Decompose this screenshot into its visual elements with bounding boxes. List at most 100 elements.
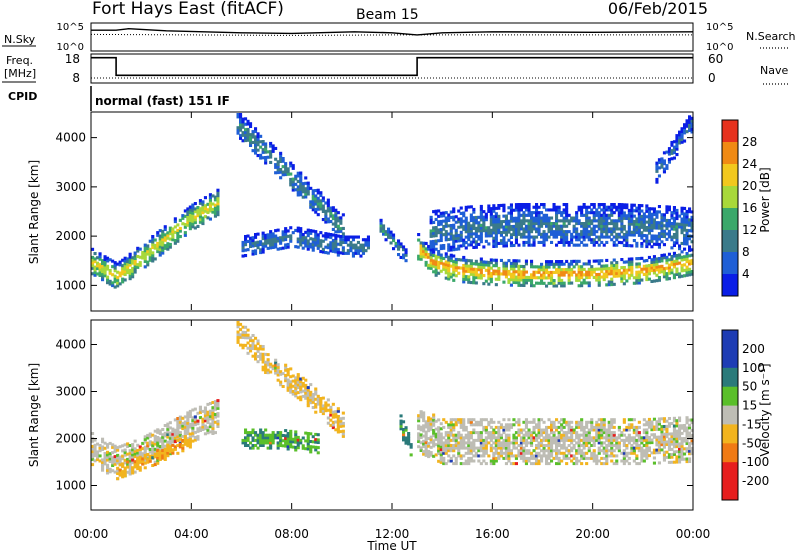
power-cell-1067 bbox=[487, 269, 491, 273]
velocity-cell-1921 bbox=[632, 441, 636, 445]
power-cell-1211 bbox=[547, 273, 551, 277]
power-cell-2368 bbox=[625, 244, 629, 248]
velocity-cell-946 bbox=[417, 424, 421, 428]
velocity-cell-1594 bbox=[560, 451, 564, 455]
power-cell-901 bbox=[422, 255, 426, 259]
power-cell-1984 bbox=[530, 213, 534, 217]
velocity-cell-851 bbox=[284, 436, 288, 440]
velocity-cell-89 bbox=[118, 458, 122, 462]
power-cell-2128 bbox=[565, 208, 569, 212]
power-cell-2270 bbox=[602, 230, 606, 234]
power-cell-2597 bbox=[680, 220, 684, 224]
velocity-cell-2056 bbox=[665, 455, 669, 459]
velocity-cell-1083 bbox=[447, 436, 451, 440]
velocity-cell-290 bbox=[181, 416, 185, 420]
power-cell-1712 bbox=[467, 232, 471, 236]
power-cell-2325 bbox=[615, 235, 619, 239]
velocity-cell-2155 bbox=[685, 447, 689, 451]
power-cell-1057 bbox=[482, 263, 486, 267]
power-cell-957 bbox=[444, 268, 448, 272]
power-cell-2224 bbox=[592, 240, 596, 244]
power-cell-1041 bbox=[477, 276, 481, 280]
power-cell-1125 bbox=[512, 267, 516, 271]
power-cell-2710 bbox=[688, 128, 692, 132]
velocity-cell-640 bbox=[294, 394, 298, 398]
velocity-cell-1419 bbox=[522, 438, 526, 442]
velocity-cell-749 bbox=[336, 417, 340, 421]
power-cell-447 bbox=[284, 170, 288, 174]
velocity-cell-1545 bbox=[550, 451, 554, 455]
power-cell-792 bbox=[339, 240, 343, 244]
velocity-cell-360 bbox=[203, 411, 207, 415]
velocity-cell-1013 bbox=[432, 434, 436, 438]
power-cell-1298 bbox=[582, 278, 586, 282]
velocity-cell-1554 bbox=[550, 425, 554, 429]
power-cell-279 bbox=[198, 220, 202, 224]
velocity-cell-2165 bbox=[685, 416, 689, 420]
power-cell-682 bbox=[284, 229, 288, 233]
velocity-cell-1987 bbox=[647, 438, 651, 442]
power-cell-2653 bbox=[657, 166, 661, 170]
velocity-cell-1741 bbox=[592, 459, 596, 463]
velocity-cell-653 bbox=[296, 378, 300, 382]
power-cell-676 bbox=[281, 230, 285, 234]
power-cell-1511 bbox=[670, 255, 674, 259]
power-cell-1233 bbox=[555, 260, 559, 264]
velocity-cell-1867 bbox=[617, 433, 621, 437]
power-cell-570 bbox=[334, 216, 338, 220]
power-cell-1727 bbox=[469, 213, 473, 217]
velocity-cell-373 bbox=[208, 425, 212, 429]
velocity-cell-1321 bbox=[499, 441, 503, 445]
power-cell-1783 bbox=[484, 226, 488, 230]
velocity-cell-850 bbox=[284, 439, 288, 443]
velocity-cell-337 bbox=[196, 429, 200, 433]
velocity-cell-1449 bbox=[530, 456, 534, 460]
power-cell-1586 bbox=[434, 242, 438, 246]
power-cell-2300 bbox=[607, 205, 611, 209]
power-cell-19 bbox=[98, 273, 102, 277]
power-cell-505 bbox=[309, 200, 313, 204]
velocity-cell-315 bbox=[188, 412, 192, 416]
power-cell-1356 bbox=[607, 269, 611, 273]
velocity-cell-743 bbox=[334, 410, 338, 414]
velocity-cell-238 bbox=[166, 427, 170, 431]
velocity-cell-1157 bbox=[462, 425, 466, 429]
power-cell-1685 bbox=[459, 222, 463, 226]
velocity-cell-2073 bbox=[667, 437, 671, 441]
velocity-cell-385 bbox=[211, 419, 215, 423]
velocity-cell-1268 bbox=[489, 462, 493, 466]
power-cell-1072 bbox=[489, 277, 493, 281]
power-cell-1053 bbox=[479, 257, 483, 261]
power-cell-546 bbox=[324, 209, 328, 213]
power-cell-1164 bbox=[524, 259, 528, 263]
velocity-cell-491 bbox=[176, 451, 180, 455]
power-cell-189 bbox=[161, 238, 165, 242]
power-cell-2030 bbox=[542, 238, 546, 242]
power-cell-1052 bbox=[479, 260, 483, 264]
power-cell-2139 bbox=[570, 235, 574, 239]
velocity-cell-1546 bbox=[550, 449, 554, 453]
power-cell-563 bbox=[331, 214, 335, 218]
velocity-cell-1946 bbox=[637, 431, 641, 435]
power-cell-1019 bbox=[467, 259, 471, 263]
velocity-cell-1553 bbox=[550, 428, 554, 432]
power-cell-1038 bbox=[474, 267, 478, 271]
velocity-cell-118 bbox=[128, 456, 132, 460]
power-cell-1449 bbox=[647, 266, 651, 270]
velocity-cell-2040 bbox=[660, 425, 664, 429]
velocity-cell-1042 bbox=[439, 458, 443, 462]
velocity-cell-1541 bbox=[547, 425, 551, 429]
velocity-cell-75 bbox=[113, 444, 117, 448]
velocity-cell-1495 bbox=[537, 420, 541, 424]
power-cell-329 bbox=[216, 196, 220, 200]
velocity-cell-109 bbox=[126, 452, 130, 456]
power-cell-473 bbox=[296, 188, 300, 192]
velocity-cell-1667 bbox=[575, 431, 579, 435]
velocity-cell-1659 bbox=[575, 462, 579, 466]
velocity-cell-1948 bbox=[637, 420, 641, 424]
power-cell-129 bbox=[138, 263, 142, 267]
velocity-cell-2082 bbox=[670, 442, 674, 446]
power-cell-675 bbox=[281, 233, 285, 237]
power-cell-2326 bbox=[615, 232, 619, 236]
velocity-cell-1106 bbox=[452, 438, 456, 442]
